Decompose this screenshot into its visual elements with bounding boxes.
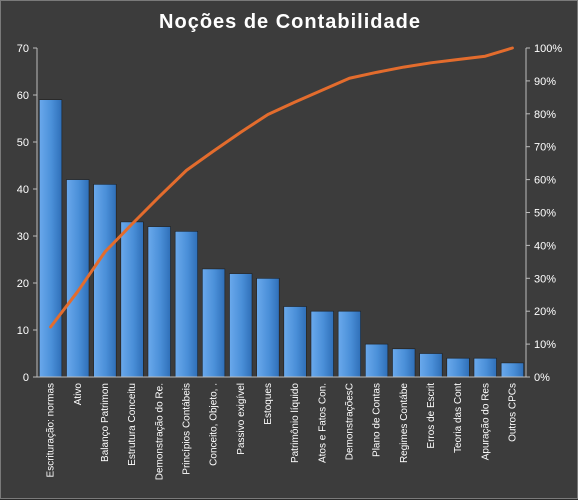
left-tick-label: 60 — [17, 90, 29, 102]
category-label: Estoques — [263, 383, 274, 425]
bar — [93, 184, 117, 378]
cumulative-line-series — [49, 46, 514, 329]
category-labels: Escrituração: normas Ativo Balanço Patrimo… — [46, 383, 519, 481]
bar — [256, 277, 280, 378]
category-label: Regimes Contábe — [399, 383, 410, 463]
right-tick-label: 40% — [534, 240, 556, 252]
category-label: Atos e Fatos Con. — [317, 383, 328, 463]
category-label: Balanço Patrimon — [100, 383, 111, 462]
category-label: Apuração do Res — [480, 383, 491, 460]
category-label: Erros de Escrit — [426, 383, 437, 449]
right-tick-label: 60% — [534, 175, 556, 187]
bar — [229, 273, 253, 378]
bar — [392, 348, 416, 378]
bar — [39, 99, 63, 378]
left-tick-label: 20 — [17, 278, 29, 290]
right-tick-label: 100% — [534, 43, 562, 55]
category-label: Ativo — [73, 383, 84, 406]
category-label: Conceito, Objeto, . — [209, 383, 220, 466]
bar — [147, 226, 171, 378]
category-label: Teoria das Cont — [453, 383, 464, 453]
left-tick-label: 40 — [17, 184, 29, 196]
right-tick-label: 0% — [534, 372, 550, 384]
right-tick-label: 50% — [534, 208, 556, 220]
bar — [446, 357, 470, 378]
bar — [365, 343, 389, 378]
cumulative-line — [49, 46, 514, 329]
bar — [120, 221, 144, 378]
chart-title: Noções de Contabilidade — [159, 11, 421, 33]
bar — [174, 231, 198, 378]
category-label: Outros CPCs — [507, 383, 518, 442]
category-label: Escrituração: normas — [46, 383, 57, 477]
right-axis-ticks: 0% 10% 20% 30% 40% 50% 60% 70% 80% 90% 100% — [526, 43, 562, 384]
right-tick-label: 90% — [534, 76, 556, 88]
bar — [500, 362, 524, 378]
bar — [283, 306, 307, 378]
right-tick-label: 70% — [534, 142, 556, 154]
left-tick-label: 0 — [23, 372, 29, 384]
category-label: Patrimônio líquido — [290, 383, 301, 463]
category-label: Plano de Contas — [372, 383, 383, 457]
bar-series — [39, 99, 524, 378]
bar — [337, 310, 361, 378]
left-tick-label: 30 — [17, 231, 29, 243]
category-label: Demonstração do Re. — [154, 383, 165, 480]
right-tick-label: 80% — [534, 109, 556, 121]
category-label: Estrutura Conceitu — [127, 383, 138, 466]
right-tick-label: 30% — [534, 273, 556, 285]
bar — [202, 268, 226, 378]
left-axis-ticks: 0 10 20 30 40 50 60 70 — [17, 43, 37, 384]
bar — [310, 310, 334, 378]
right-tick-label: 20% — [534, 306, 556, 318]
category-label: DemonstraçõesC — [344, 383, 355, 460]
left-tick-label: 70 — [17, 43, 29, 55]
category-label: Princípios Contábeis — [181, 383, 192, 475]
bar — [473, 357, 497, 378]
right-tick-label: 10% — [534, 339, 556, 351]
left-tick-label: 10 — [17, 325, 29, 337]
category-label: Passivo exigível — [236, 383, 247, 455]
left-tick-label: 50 — [17, 137, 29, 149]
bar — [419, 353, 443, 378]
